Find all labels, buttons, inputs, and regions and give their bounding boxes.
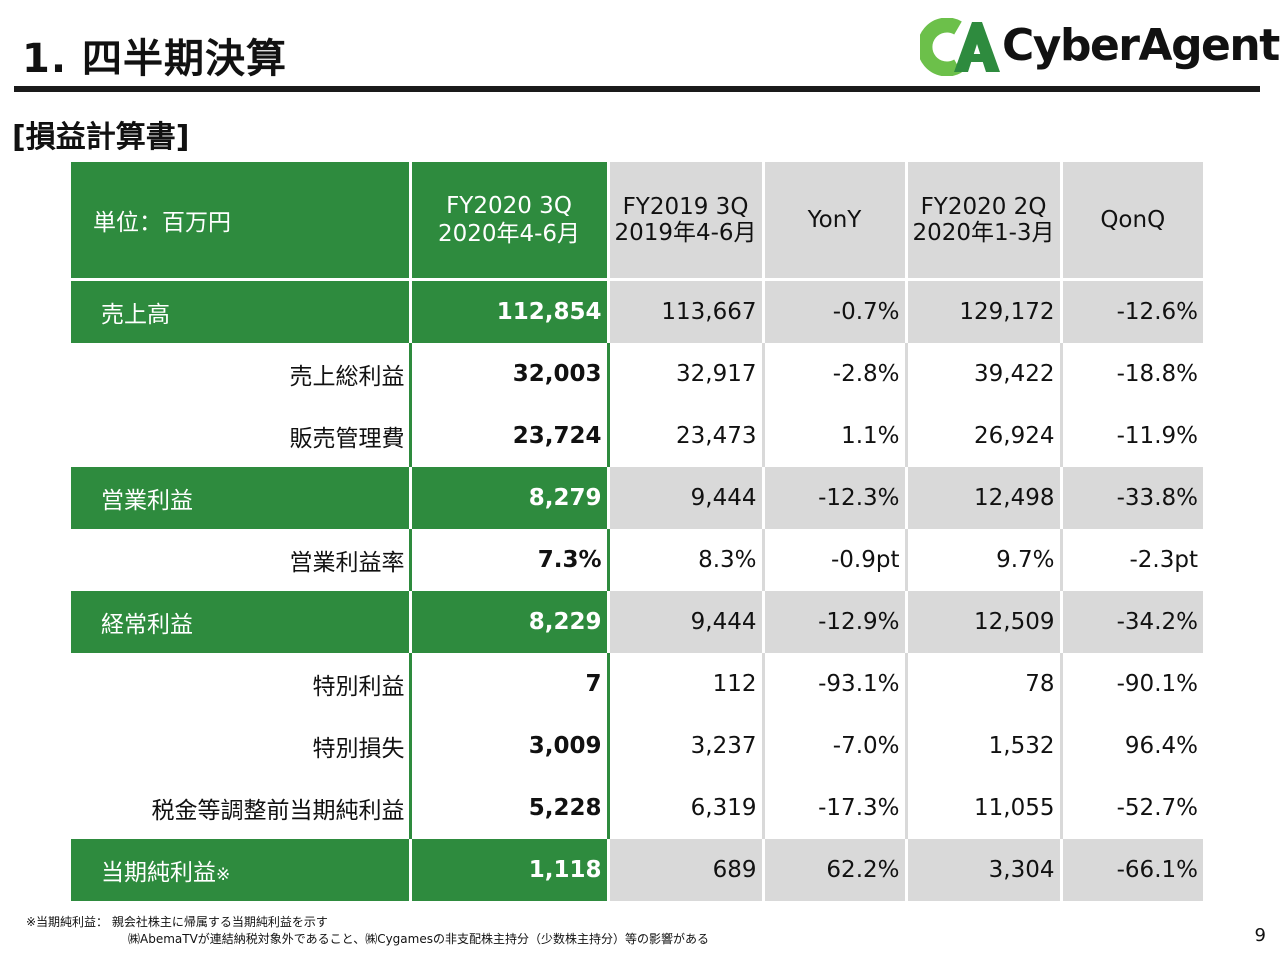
value-yony: -93.1% (763, 653, 908, 715)
table-row-net-income: 当期純利益※ 1,118 689 62.2% 3,304 -66.1% (71, 839, 1203, 901)
column-header-line1: QonQ (1100, 207, 1166, 233)
value-fy2019-3q: 112 (608, 653, 765, 715)
table-row-gross-profit: 売上総利益 32,003 32,917 -2.8% 39,422 -18.8% (71, 343, 1203, 405)
column-header-line1: FY2020 3Q (446, 193, 572, 219)
row-label: 特別利益 (71, 653, 412, 715)
value-yony: -0.9pt (763, 529, 908, 591)
value-fy2019-3q: 23,473 (608, 405, 765, 467)
value-fy2020-2q: 9.7% (906, 529, 1063, 591)
footnote: ※当期純利益： 親会社株主に帰属する当期純利益を示す ㈱AbemaTVが連結納税… (26, 914, 709, 948)
value-fy2020-2q: 1,532 (906, 715, 1063, 777)
value-fy2020-3q: 7.3% (410, 529, 610, 591)
table-header-row: 単位：百万円 FY2020 3Q 2020年4-6月 FY2019 3Q 201… (71, 162, 1203, 281)
value-qonq: -33.8% (1061, 467, 1203, 529)
income-statement-table: 単位：百万円 FY2020 3Q 2020年4-6月 FY2019 3Q 201… (71, 162, 1203, 901)
value-qonq: 96.4% (1124, 733, 1198, 759)
row-label: 特別損失 (71, 715, 412, 777)
value-fy2020-3q: 7 (410, 653, 610, 715)
row-label: 売上高 (71, 279, 412, 343)
value-qonq: -52.7% (1116, 795, 1198, 821)
column-header-line1: FY2020 2Q (920, 194, 1047, 220)
table-row-extraordinary-income: 特別利益 7 112 -93.1% 78 -90.1% (71, 653, 1203, 715)
value-yony: -2.8% (763, 343, 908, 405)
value-yony: -7.0% (763, 715, 908, 777)
table-row-operating-income: 営業利益 8,279 9,444 -12.3% 12,498 -33.8% (71, 467, 1203, 529)
value-qonq: -66.1% (1061, 839, 1203, 901)
value-fy2020-3q: 1,118 (410, 839, 610, 901)
table-row-extraordinary-loss: 特別損失 3,009 3,237 -7.0% 1,532 96.4% (71, 715, 1203, 777)
table-row-operating-margin: 営業利益率 7.3% 8.3% -0.9pt 9.7% -2.3pt (71, 529, 1203, 591)
value-qonq: -18.8% (1116, 361, 1198, 387)
row-label: 営業利益率 (71, 529, 412, 591)
value-fy2020-3q: 8,279 (410, 467, 610, 529)
value-qonq: -12.6% (1061, 279, 1203, 343)
value-fy2019-3q: 32,917 (608, 343, 765, 405)
value-fy2019-3q: 113,667 (608, 279, 765, 343)
row-label: 税金等調整前当期純利益 (71, 777, 412, 839)
value-fy2020-2q: 3,304 (906, 839, 1063, 901)
table-row-pretax-income: 税金等調整前当期純利益 5,228 6,319 -17.3% 11,055 -5… (71, 777, 1203, 839)
column-header-line2: 2019年4-6月 (614, 220, 757, 246)
value-fy2019-3q: 6,319 (608, 777, 765, 839)
value-fy2019-3q: 3,237 (608, 715, 765, 777)
value-fy2020-3q: 32,003 (410, 343, 610, 405)
column-header-line2: 2020年1-3月 (912, 220, 1055, 246)
title-divider (14, 86, 1260, 92)
value-fy2020-2q: 26,924 (906, 405, 1063, 467)
value-qonq: -34.2% (1061, 591, 1203, 653)
row-label: 販売管理費 (71, 405, 412, 467)
value-yony: -0.7% (763, 279, 908, 343)
table-row-sga: 販売管理費 23,724 23,473 1.1% 26,924 -11.9% (71, 405, 1203, 467)
table-row-ordinary-income: 経常利益 8,229 9,444 -12.9% 12,509 -34.2% (71, 591, 1203, 653)
column-header-line2: 2020年4-6月 (437, 221, 581, 247)
value-fy2020-2q: 39,422 (906, 343, 1063, 405)
column-header-fy2020-2q: FY2020 2Q 2020年1-3月 (906, 162, 1063, 281)
unit-label: 単位：百万円 (71, 162, 412, 281)
value-fy2020-3q: 8,229 (410, 591, 610, 653)
value-fy2019-3q: 9,444 (608, 467, 765, 529)
value-yony: -12.3% (763, 467, 908, 529)
ca-logo-icon (920, 18, 1000, 76)
value-yony: 1.1% (763, 405, 908, 467)
value-yony: -17.3% (763, 777, 908, 839)
column-header-qonq: QonQ (1061, 162, 1203, 281)
footnote-line-2: ㈱AbemaTVが連結納税対象外であること、㈱Cygamesの非支配株主持分（少… (128, 932, 709, 946)
row-label: 当期純利益※ (71, 839, 412, 901)
value-fy2020-2q: 12,498 (906, 467, 1063, 529)
value-fy2019-3q: 9,444 (608, 591, 765, 653)
footnote-line-1: ※当期純利益： 親会社株主に帰属する当期純利益を示す (26, 915, 328, 929)
logo-wordmark: CyberAgent® (1002, 20, 1280, 71)
row-label: 営業利益 (71, 467, 412, 529)
page-title: 1. 四半期決算 (22, 36, 287, 82)
note-mark: ※ (216, 865, 231, 885)
value-qonq: -2.3pt (1129, 547, 1199, 573)
value-fy2020-3q: 3,009 (410, 715, 610, 777)
table-row-revenue: 売上高 112,854 113,667 -0.7% 129,172 -12.6% (71, 279, 1203, 343)
value-fy2020-3q: 23,724 (410, 405, 610, 467)
value-qonq: -11.9% (1116, 423, 1198, 449)
row-label: 経常利益 (71, 591, 412, 653)
column-header-line1: YonY (807, 207, 862, 233)
page-number: 9 (1254, 925, 1266, 946)
value-fy2020-3q: 112,854 (410, 279, 610, 343)
column-header-yony: YonY (763, 162, 908, 281)
value-fy2020-2q: 12,509 (906, 591, 1063, 653)
column-header-fy2020-3q: FY2020 3Q 2020年4-6月 (410, 162, 610, 281)
value-yony: 62.2% (763, 839, 908, 901)
column-header-line1: FY2019 3Q (622, 194, 749, 220)
value-fy2020-2q: 11,055 (906, 777, 1063, 839)
value-fy2020-2q: 78 (906, 653, 1063, 715)
section-title: [損益計算書] (12, 120, 190, 155)
value-qonq: -90.1% (1116, 671, 1198, 697)
column-header-fy2019-3q: FY2019 3Q 2019年4-6月 (608, 162, 765, 281)
value-yony: -12.9% (763, 591, 908, 653)
value-fy2019-3q: 689 (608, 839, 765, 901)
cyberagent-logo: CyberAgent® (920, 18, 1280, 78)
row-label: 売上総利益 (71, 343, 412, 405)
value-fy2019-3q: 8.3% (608, 529, 765, 591)
row-label-text: 当期純利益 (101, 860, 216, 886)
value-fy2020-3q: 5,228 (410, 777, 610, 839)
value-fy2020-2q: 129,172 (906, 279, 1063, 343)
